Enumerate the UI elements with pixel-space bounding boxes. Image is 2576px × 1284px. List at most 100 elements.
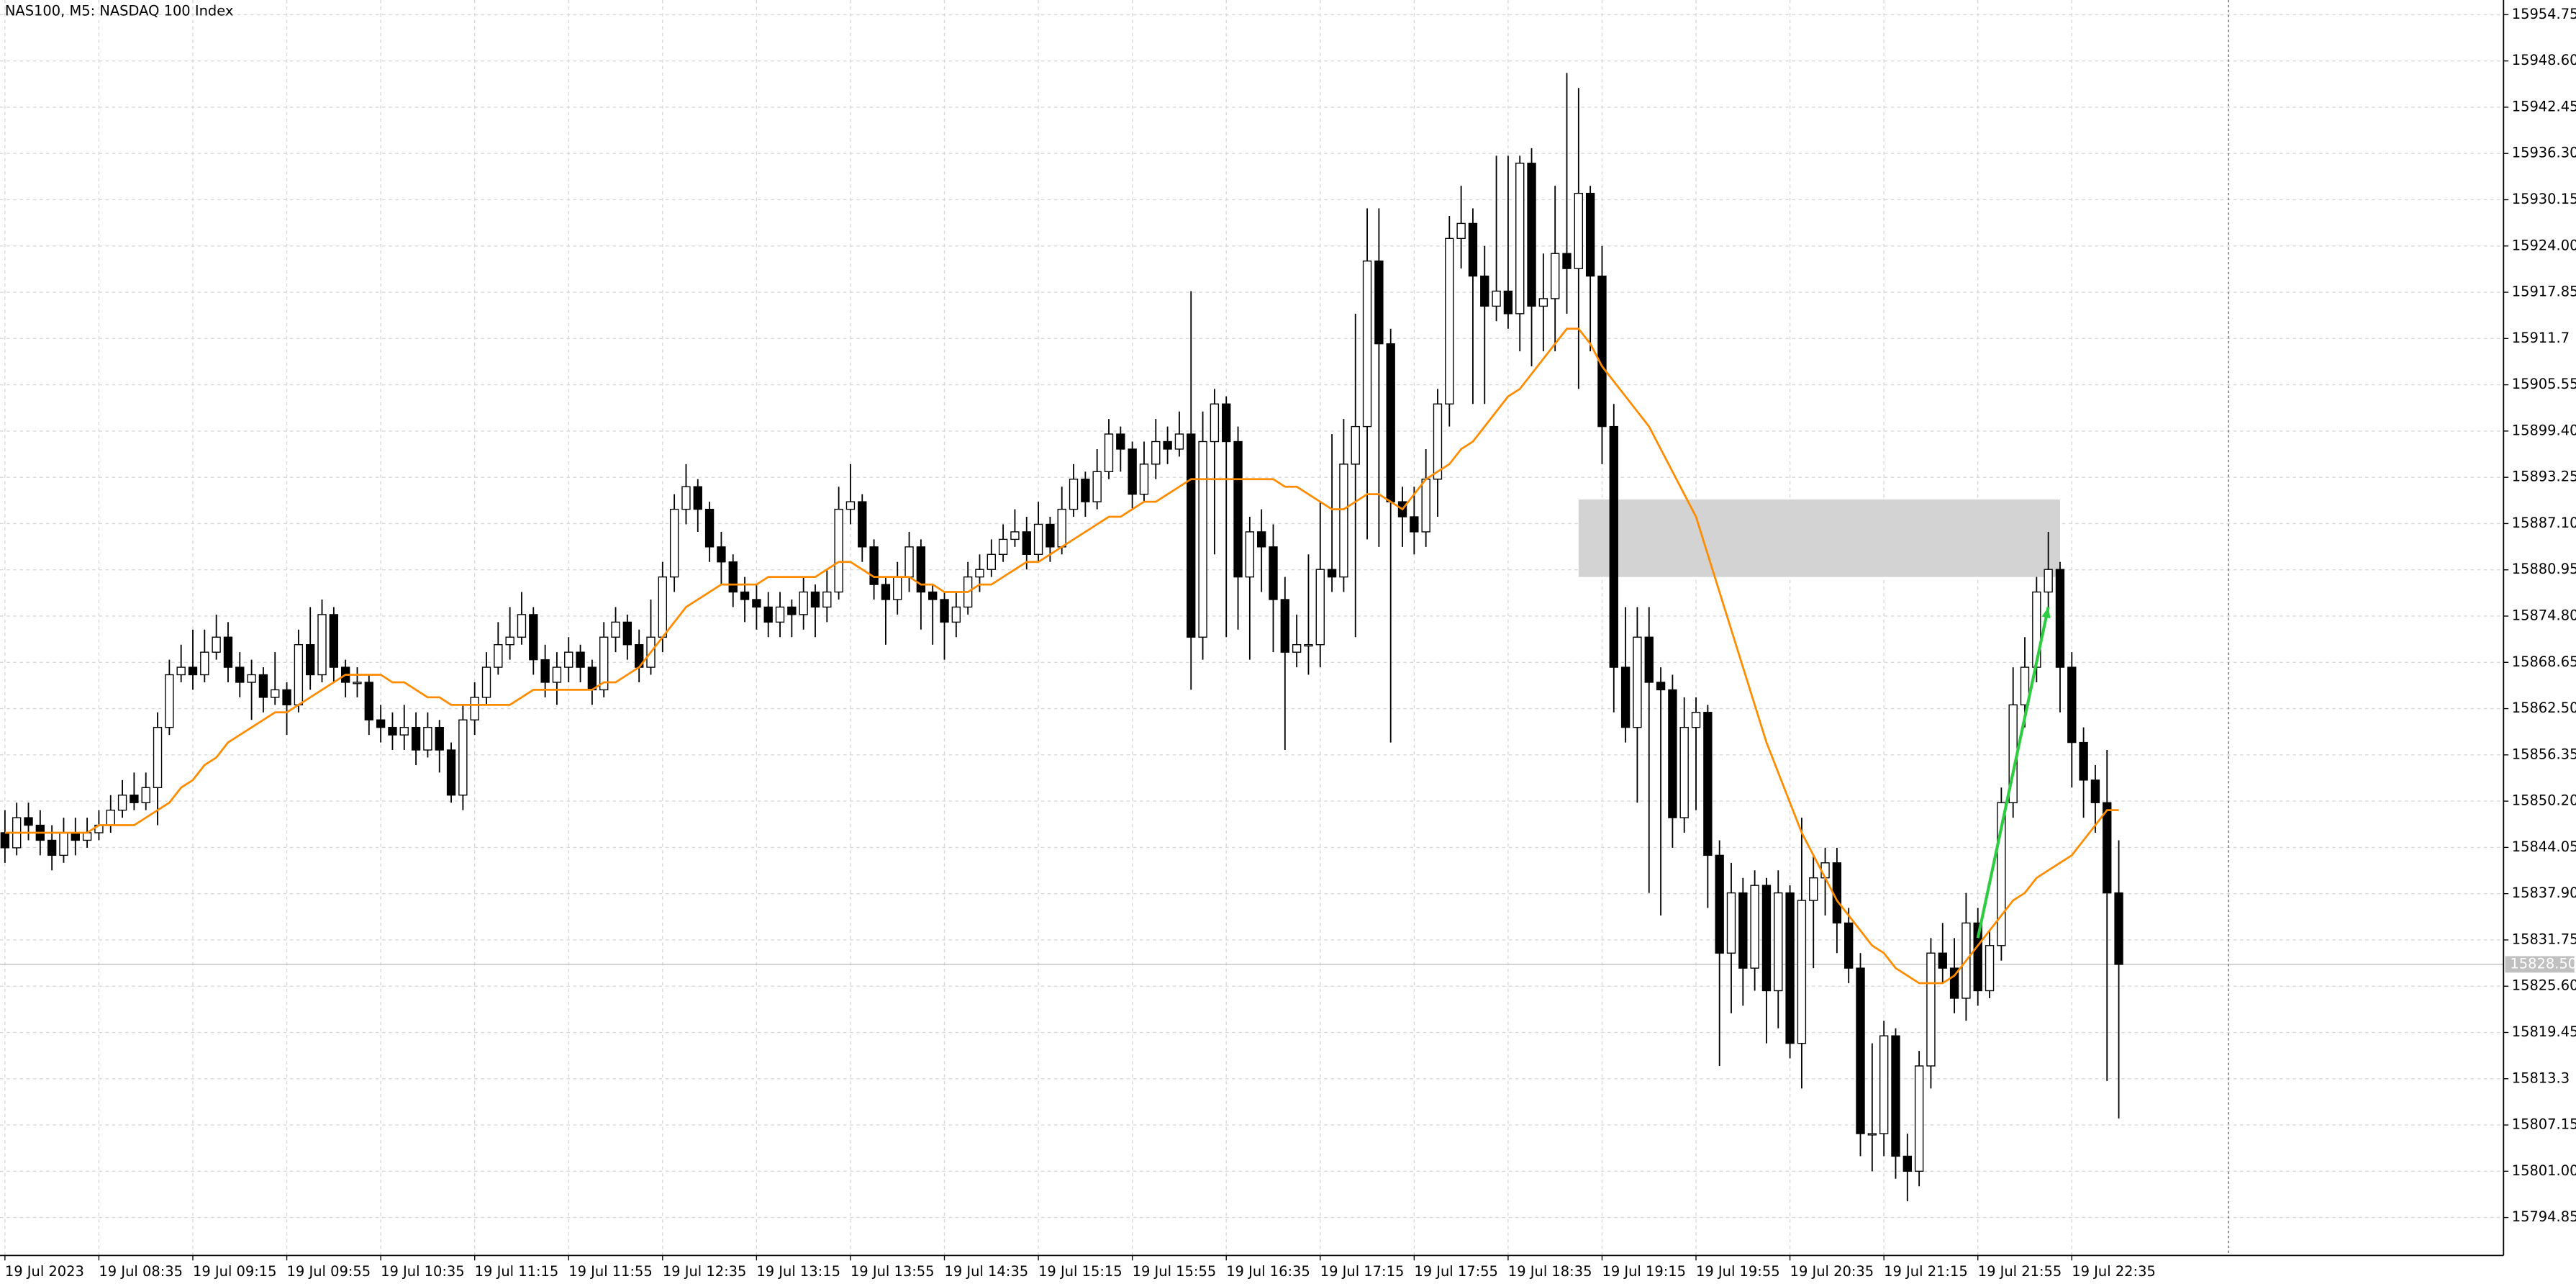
candle-body <box>834 508 843 593</box>
x-tick-label: 19 Jul 11:55 <box>568 1263 653 1280</box>
candle-body <box>1574 192 1584 269</box>
candle-body <box>622 621 632 646</box>
candle-body <box>1844 922 1854 969</box>
y-tick-label: 15905.55 <box>2512 376 2576 392</box>
candle-body <box>1280 599 1289 653</box>
candle-body <box>505 636 514 646</box>
candle-body <box>787 606 797 615</box>
x-tick-label: 19 Jul 18:35 <box>1508 1263 1592 1280</box>
candle-body <box>763 606 773 623</box>
candle-body <box>1187 433 1196 638</box>
candle-body <box>940 599 949 623</box>
x-tick-label: 19 Jul 2023 <box>5 1263 84 1280</box>
candle-body <box>681 486 691 510</box>
candle-body <box>2114 892 2123 965</box>
candle-body <box>1033 523 1043 555</box>
x-tick-label: 19 Jul 15:15 <box>1038 1263 1123 1280</box>
y-tick-label: 15801.00 <box>2512 1162 2576 1179</box>
candle-body <box>1515 163 1525 315</box>
candle-body <box>869 546 879 585</box>
candle-body <box>1410 516 1419 533</box>
candle-body <box>1351 425 1360 465</box>
candle-body <box>200 651 209 676</box>
x-tick-label: 19 Jul 12:35 <box>663 1263 747 1280</box>
candle-body <box>1222 403 1231 443</box>
y-tick-label: 15837.90 <box>2512 885 2576 901</box>
candle-body <box>1433 403 1443 480</box>
x-tick-label: 19 Jul 09:55 <box>287 1263 371 1280</box>
candle-body <box>1174 433 1184 450</box>
candle-body <box>1609 425 1618 668</box>
candle-body <box>599 636 609 691</box>
y-tick-label: 15850.20 <box>2512 792 2576 809</box>
candle-body <box>1926 952 1936 1067</box>
candle-body <box>975 569 984 578</box>
candle-body <box>2067 666 2077 743</box>
candle-body <box>552 666 562 683</box>
y-tick-label: 15930.15 <box>2512 191 2576 207</box>
candle-body <box>1292 644 1302 653</box>
candle-body <box>1057 508 1066 548</box>
candle-body <box>916 546 926 593</box>
candle-body <box>1867 1133 1877 1136</box>
candle-body <box>1151 440 1161 465</box>
x-tick-label: 19 Jul 19:15 <box>1602 1263 1686 1280</box>
y-tick-label: 15899.40 <box>2512 422 2576 438</box>
y-tick-label: 15936.30 <box>2512 145 2576 161</box>
candle-body <box>1386 343 1395 502</box>
candle-body <box>1503 290 1513 315</box>
x-tick-label: 19 Jul 17:55 <box>1414 1263 1498 1280</box>
candle-body <box>740 591 750 600</box>
candle-body <box>1726 892 1736 954</box>
y-tick-label: 15874.80 <box>2512 607 2576 623</box>
candle-body <box>1445 238 1454 404</box>
candle-body <box>1703 712 1713 856</box>
candle-body <box>1527 163 1536 307</box>
candle-body <box>658 576 668 638</box>
candle-body <box>987 553 996 570</box>
candle-body <box>235 666 245 683</box>
candle-body <box>1891 1035 1900 1157</box>
candle-body <box>1315 569 1325 646</box>
candle-body <box>376 719 386 728</box>
x-tick-label: 19 Jul 21:15 <box>1884 1263 1968 1280</box>
candle-body <box>282 689 291 706</box>
candle-body <box>353 682 362 684</box>
y-tick-label: 15948.60 <box>2512 52 2576 68</box>
candle-body <box>611 621 620 638</box>
candle-body <box>1691 712 1701 728</box>
candle-body <box>752 599 761 608</box>
candle-body <box>529 614 538 661</box>
candle-body <box>693 486 702 510</box>
candle-body <box>223 636 233 668</box>
candle-body <box>1562 253 1572 269</box>
candle-body <box>258 674 268 698</box>
candle-body <box>1985 945 1995 992</box>
y-tick-label: 15868.65 <box>2512 654 2576 670</box>
candle-body <box>1010 531 1020 541</box>
candle-body <box>2079 741 2088 781</box>
candle-body <box>165 674 174 728</box>
candle-body <box>1750 885 1759 969</box>
last-price-label: 15828.50 <box>2510 955 2576 972</box>
candle-body <box>1104 433 1114 473</box>
candle-body <box>2020 666 2030 706</box>
candle-body <box>1973 922 1982 992</box>
candle-body <box>141 787 150 803</box>
candle-body <box>2044 569 2053 593</box>
x-tick-label: 19 Jul 20:35 <box>1790 1263 1874 1280</box>
candle-body <box>893 576 902 600</box>
candle-body <box>858 501 867 548</box>
candle-body <box>1233 440 1243 578</box>
candle-body <box>1797 900 1807 1044</box>
candle-body <box>587 666 597 691</box>
candle-body <box>1774 892 1783 992</box>
candle-body <box>998 538 1008 555</box>
candle-body <box>423 726 432 751</box>
candle-body <box>1163 440 1172 450</box>
x-tick-label: 19 Jul 13:55 <box>851 1263 935 1280</box>
y-tick-label: 15924.00 <box>2512 237 2576 253</box>
candle-body <box>247 674 256 683</box>
candle-body <box>1492 290 1501 307</box>
